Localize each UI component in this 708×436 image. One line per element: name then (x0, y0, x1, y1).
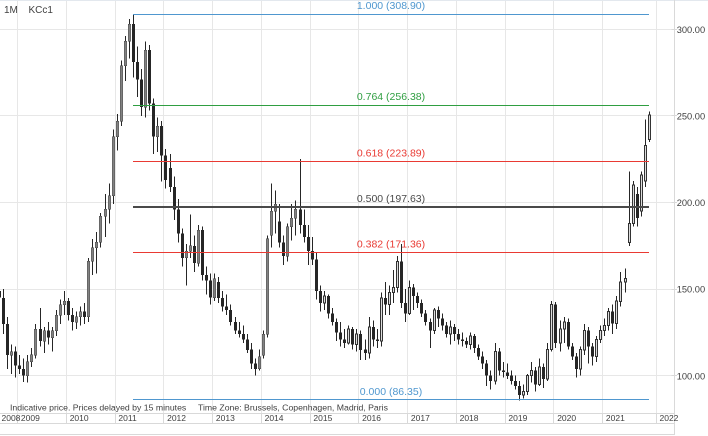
svg-text:0.764 (256.38): 0.764 (256.38) (357, 91, 425, 103)
svg-text:0.500 (197.63): 0.500 (197.63) (357, 193, 425, 205)
svg-text:2008: 2008 (2, 413, 21, 423)
svg-text:2020: 2020 (557, 413, 576, 423)
svg-text:2019: 2019 (508, 413, 527, 423)
svg-text:KCc1: KCc1 (29, 5, 54, 16)
svg-text:250.00: 250.00 (677, 111, 705, 121)
svg-text:2014: 2014 (265, 413, 284, 423)
svg-text:2012: 2012 (167, 413, 186, 423)
svg-text:2011: 2011 (118, 413, 137, 423)
svg-text:0.000 (86.35): 0.000 (86.35) (360, 386, 422, 398)
svg-text:2022: 2022 (660, 413, 679, 423)
svg-text:0.618 (223.89): 0.618 (223.89) (357, 148, 425, 160)
svg-text:Indicative price. Prices delay: Indicative price. Prices delayed by 15 m… (10, 403, 187, 413)
svg-text:2018: 2018 (460, 413, 479, 423)
svg-text:1.000 (308.90): 1.000 (308.90) (357, 0, 425, 12)
svg-text:1M: 1M (4, 5, 18, 16)
svg-text:2010: 2010 (70, 413, 89, 423)
svg-text:Time Zone: Brussels, Copenhage: Time Zone: Brussels, Copenhagen, Madrid,… (198, 403, 389, 413)
svg-text:2009: 2009 (21, 413, 40, 423)
svg-text:300.00: 300.00 (677, 25, 705, 35)
svg-text:150.00: 150.00 (677, 285, 705, 295)
svg-text:2013: 2013 (216, 413, 235, 423)
svg-text:200.00: 200.00 (677, 198, 705, 208)
svg-text:2015: 2015 (313, 413, 332, 423)
svg-text:100.00: 100.00 (677, 371, 705, 381)
svg-text:2021: 2021 (606, 413, 625, 423)
svg-text:2016: 2016 (362, 413, 381, 423)
svg-text:0.382 (171.36): 0.382 (171.36) (357, 239, 425, 251)
svg-text:2017: 2017 (411, 413, 430, 423)
